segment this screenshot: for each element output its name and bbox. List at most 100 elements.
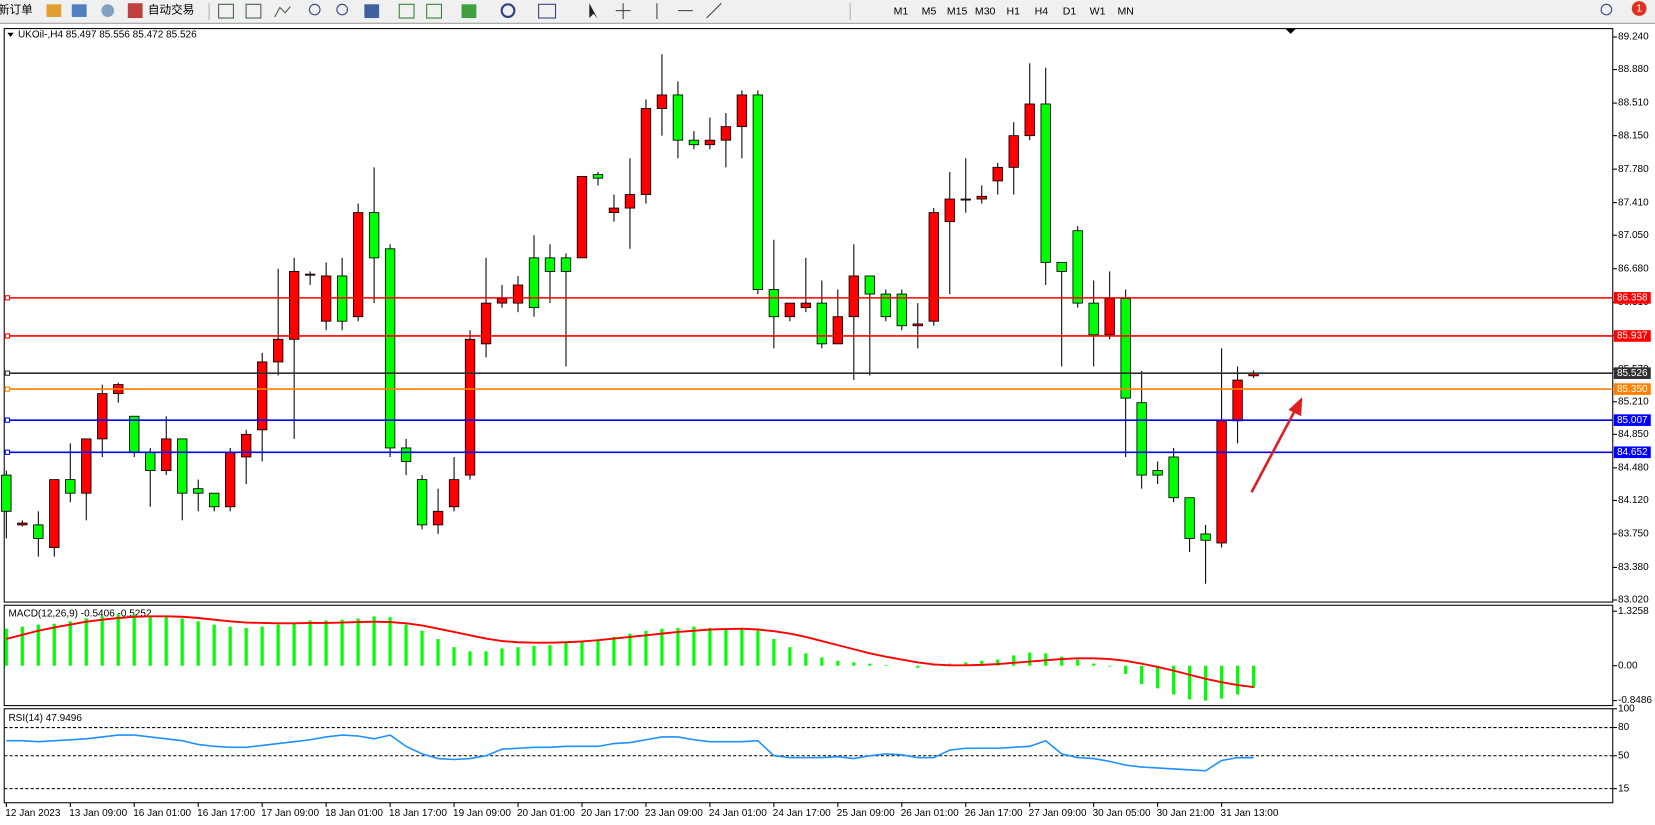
y-tick-label: 83.750 <box>1618 529 1649 540</box>
candle-body <box>33 524 44 539</box>
candle-body <box>800 302 812 309</box>
candle-body <box>416 479 428 526</box>
icon[interactable] <box>127 3 143 19</box>
price-level-label: 85.007 <box>1617 415 1648 426</box>
candle-body <box>1216 420 1227 544</box>
timeframe-button[interactable]: D1 <box>1063 5 1077 17</box>
timeframe-button[interactable]: H1 <box>1007 5 1021 17</box>
candle-body <box>848 275 859 318</box>
x-tick-label: 19 Jan 09:00 <box>453 808 511 819</box>
y-tick-label: 100 <box>1618 703 1635 714</box>
x-tick-label: 23 Jan 09:00 <box>645 808 703 819</box>
y-tick-label: 84.480 <box>1618 463 1649 474</box>
candle-body <box>864 275 875 295</box>
price-level-handle <box>4 417 11 423</box>
icon[interactable] <box>398 3 415 19</box>
cursor-tool[interactable] <box>589 3 598 20</box>
candle-body <box>880 293 891 318</box>
x-tick-label: 30 Jan 05:00 <box>1093 808 1151 819</box>
price-level-label: 84.652 <box>1617 447 1648 458</box>
y-tick-label: 86.680 <box>1618 263 1649 274</box>
candle-body <box>400 447 412 462</box>
timeframe-button[interactable]: M15 <box>947 5 968 17</box>
search-icon[interactable] <box>1600 3 1613 16</box>
zoom-out[interactable] <box>336 3 349 16</box>
x-tick-label: 17 Jan 09:00 <box>261 808 319 819</box>
candle-body <box>1040 103 1051 263</box>
price-level-label: 86.358 <box>1617 293 1648 304</box>
candle-body <box>560 257 572 272</box>
signal-line <box>6 615 1254 689</box>
candle-body <box>1232 379 1243 422</box>
candle-body <box>944 198 955 223</box>
price-level-handle <box>4 370 11 376</box>
x-tick-label: 30 Jan 21:00 <box>1157 808 1215 819</box>
timeframe-button[interactable]: M1 <box>894 5 909 17</box>
price-level-handle <box>4 333 11 339</box>
icon[interactable] <box>274 6 291 18</box>
x-tick-label: 31 Jan 13:00 <box>1221 808 1279 819</box>
candle-body <box>241 433 252 458</box>
candle-body <box>288 271 300 340</box>
price-level-label: 85.350 <box>1617 384 1648 395</box>
toolbar: 新订单 自动交易 M1 M5 M15 M30 H1 H4 D1 W1 MN 1 <box>0 0 1655 24</box>
x-tick-label: 24 Jan 17:00 <box>773 808 831 819</box>
notification-badge[interactable] <box>1631 1 1647 16</box>
x-tick-label: 20 Jan 01:00 <box>517 808 575 819</box>
annotation-arrow <box>1250 397 1303 493</box>
icon[interactable] <box>245 3 262 19</box>
timeframe-button[interactable]: M30 <box>975 5 996 17</box>
candle-body <box>272 338 284 363</box>
icon[interactable] <box>426 3 443 19</box>
arrow-head <box>1288 397 1303 417</box>
candle-body <box>752 94 764 290</box>
trendline-tool[interactable] <box>706 2 722 19</box>
icon[interactable] <box>46 4 62 17</box>
candle-body <box>65 479 76 494</box>
candle-body <box>576 175 588 259</box>
price-level-handle <box>4 295 11 301</box>
auto-trade-button[interactable]: 自动交易 <box>148 3 194 17</box>
timeframe-button[interactable]: MN <box>1117 5 1133 17</box>
x-tick-label: 25 Jan 09:00 <box>837 808 895 819</box>
x-tick-label: 24 Jan 01:00 <box>709 808 767 819</box>
timeframe-button[interactable]: M5 <box>922 5 937 17</box>
candle-body <box>960 198 971 201</box>
icon[interactable] <box>461 4 477 19</box>
icon[interactable] <box>101 4 115 17</box>
candle-body <box>784 302 796 318</box>
candle-body <box>129 415 140 453</box>
candle-body <box>496 298 508 304</box>
timeframe-button[interactable]: W1 <box>1090 5 1106 17</box>
plot-layer: 89.240 88.880 88.510 88.150 87.780 87.410 87.0… <box>1 32 1652 819</box>
x-tick-label: 27 Jan 09:00 <box>1029 808 1087 819</box>
icon[interactable] <box>538 3 557 19</box>
candle-body <box>432 510 444 526</box>
candle-body <box>81 438 92 494</box>
candle-body <box>1120 298 1131 399</box>
candle-body <box>512 284 524 304</box>
zoom-in[interactable] <box>308 3 321 16</box>
new-order-button[interactable]: 新订单 <box>0 3 33 17</box>
candle-body <box>1152 470 1163 476</box>
icon[interactable] <box>364 4 380 19</box>
price-level-tag <box>1613 292 1651 304</box>
candle-body <box>145 452 156 471</box>
icon[interactable] <box>218 3 234 19</box>
candle-body <box>257 361 268 431</box>
candle-body <box>304 273 316 276</box>
candle-body <box>97 393 108 440</box>
price-level-label: 85.526 <box>1617 368 1648 379</box>
icon[interactable] <box>71 4 87 17</box>
candle-body <box>225 452 236 508</box>
candle-body <box>1184 497 1195 539</box>
candle-body <box>1024 103 1035 137</box>
timeframe-button[interactable]: H4 <box>1035 5 1049 17</box>
x-tick-label: 16 Jan 01:00 <box>133 808 191 819</box>
x-tick-label: 16 Jan 17:00 <box>197 808 255 819</box>
badge-count: 1 <box>1636 2 1642 14</box>
icon[interactable] <box>500 3 516 19</box>
candle-body <box>193 488 204 494</box>
toolbar-bg <box>0 0 1655 24</box>
candle-body <box>672 94 684 141</box>
